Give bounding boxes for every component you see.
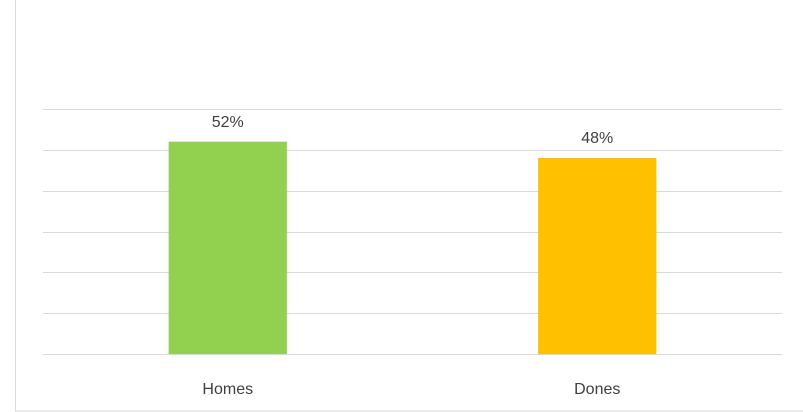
bar [168,141,287,354]
x-tick-label: Dones [574,381,620,398]
data-label: 52% [212,114,244,131]
chart-border [15,0,803,412]
x-tick-label: Homes [202,381,253,398]
bar [538,158,657,354]
data-label: 48% [581,130,613,147]
